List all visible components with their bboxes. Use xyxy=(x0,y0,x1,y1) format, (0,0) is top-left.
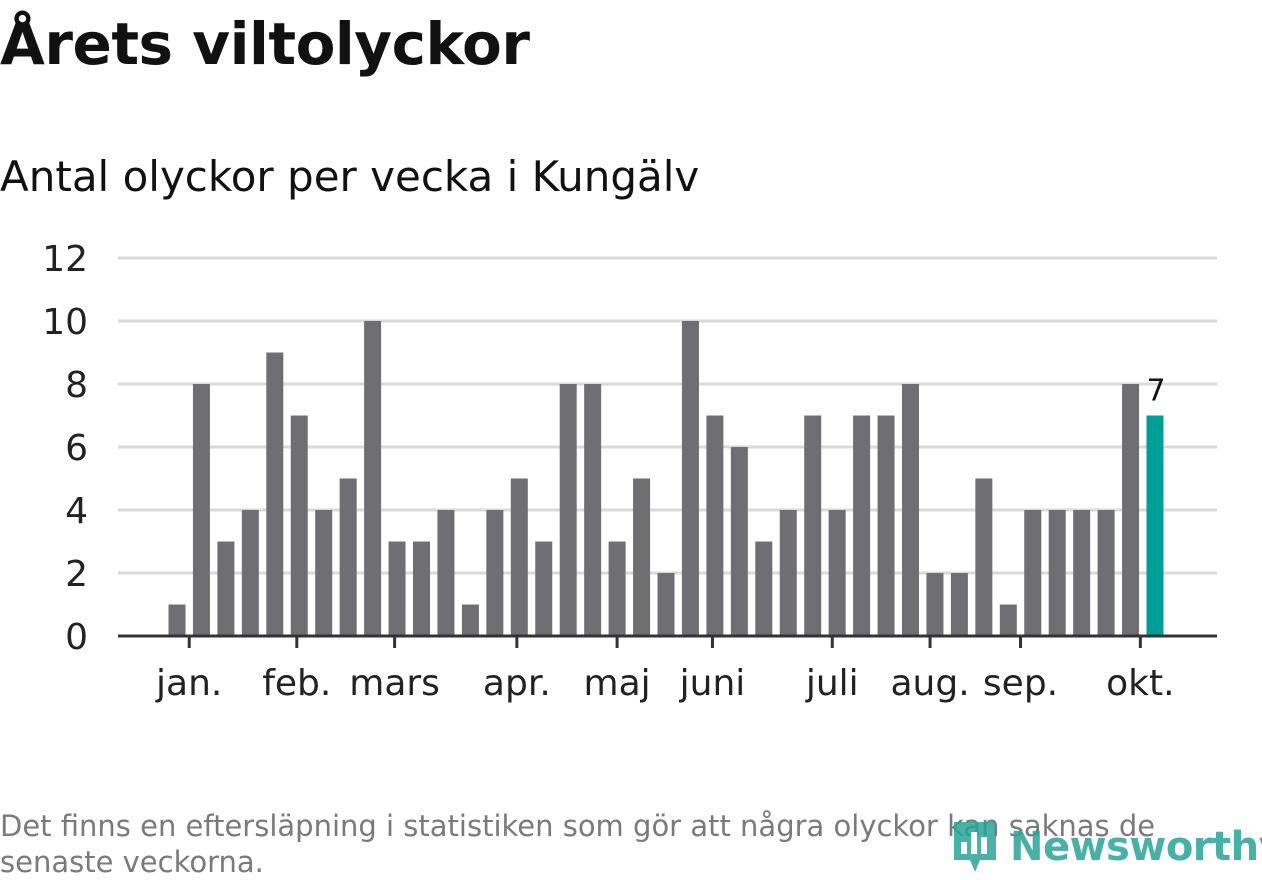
bar xyxy=(535,541,553,636)
x-tick-label: juni xyxy=(679,663,746,704)
bar xyxy=(413,541,430,636)
bar xyxy=(1048,510,1066,636)
y-tick-label: 6 xyxy=(65,428,88,469)
y-tick-label: 2 xyxy=(65,554,88,595)
bar xyxy=(168,604,186,636)
y-tick-label: 8 xyxy=(65,365,88,406)
brand-logo: Newsworthy xyxy=(950,818,1262,876)
bar xyxy=(584,384,602,636)
y-tick-label: 0 xyxy=(65,617,88,658)
x-tick-label: maj xyxy=(584,663,651,704)
bar xyxy=(266,352,284,636)
chart-title: Årets viltolyckor xyxy=(0,10,530,78)
bar xyxy=(633,478,651,636)
x-tick-label: mars xyxy=(349,663,440,704)
x-tick-label: jan. xyxy=(155,663,222,704)
bar xyxy=(657,573,675,636)
bar xyxy=(950,573,968,636)
x-tick-label: okt. xyxy=(1106,663,1174,704)
chart-subtitle: Antal olyckor per vecka i Kungälv xyxy=(0,152,700,201)
bar xyxy=(902,384,919,636)
bar xyxy=(315,510,333,636)
bar xyxy=(437,510,455,636)
bar xyxy=(510,478,528,636)
data-label: 7 xyxy=(1146,374,1165,409)
bar xyxy=(339,478,357,636)
bar xyxy=(779,510,797,636)
y-tick-label: 10 xyxy=(42,302,88,343)
bar xyxy=(706,415,724,636)
bar xyxy=(681,321,699,636)
bar xyxy=(926,573,944,636)
bar xyxy=(217,541,235,636)
bar xyxy=(975,478,993,636)
y-tick-label: 4 xyxy=(65,491,88,532)
bar xyxy=(828,510,846,636)
bar xyxy=(290,415,308,636)
bar xyxy=(461,604,479,636)
brand-name: Newsworthy xyxy=(1010,824,1262,870)
bar xyxy=(877,415,895,636)
bar xyxy=(804,415,822,636)
bar xyxy=(1097,510,1115,636)
bar xyxy=(241,510,259,636)
x-tick-label: aug. xyxy=(890,663,969,704)
x-tick-label: feb. xyxy=(262,663,331,704)
bar-chart-pin-icon xyxy=(954,822,996,872)
x-tick-label: juli xyxy=(805,663,859,704)
bar xyxy=(1024,510,1042,636)
bar xyxy=(1073,510,1091,636)
y-tick-label: 12 xyxy=(42,239,88,280)
bar xyxy=(730,447,748,636)
bar xyxy=(364,321,382,636)
bar xyxy=(486,510,504,636)
bar xyxy=(755,541,773,636)
bar xyxy=(192,384,210,636)
bar xyxy=(999,604,1017,636)
x-tick-label: apr. xyxy=(483,663,551,704)
bar-highlight xyxy=(1146,415,1164,636)
bar xyxy=(608,541,626,636)
x-tick-label: sep. xyxy=(983,663,1058,704)
bar xyxy=(853,415,871,636)
bar xyxy=(388,541,406,636)
bar xyxy=(559,384,577,636)
bar-chart: 0 2 4 6 8 10 12 7 jan. feb. mars apr. maj juni juli aug… xyxy=(42,239,1217,704)
bar xyxy=(1122,384,1140,636)
